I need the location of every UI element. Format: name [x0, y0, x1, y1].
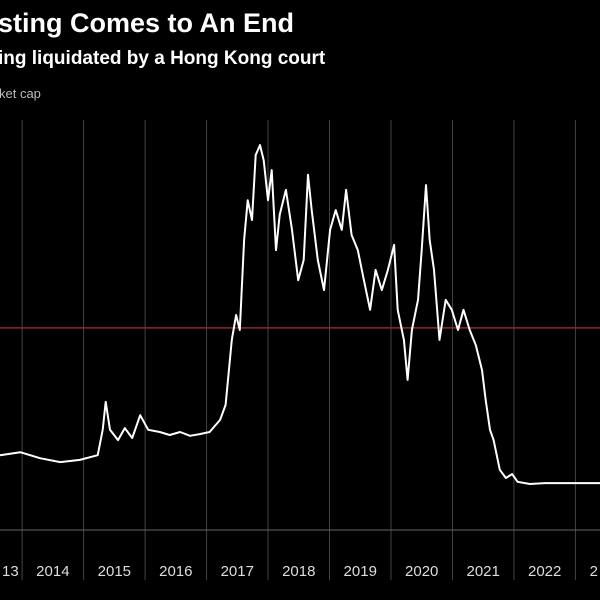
x-tick-label: 2: [590, 563, 598, 580]
y-axis-label: ket cap: [0, 86, 41, 101]
x-tick-label: 13: [2, 563, 19, 580]
chart-title: sting Comes to An End: [0, 8, 294, 38]
x-tick-label: 2015: [98, 563, 131, 580]
x-tick-label: 2019: [344, 563, 377, 580]
x-tick-label: 2016: [159, 563, 192, 580]
x-tick-label: 2018: [282, 563, 315, 580]
chart-subtitle: ing liquidated by a Hong Kong court: [0, 48, 326, 69]
x-tick-label: 2017: [221, 563, 254, 580]
x-tick-label: 2022: [528, 563, 561, 580]
x-tick-label: 2014: [36, 563, 69, 580]
x-tick-label: 2021: [467, 563, 500, 580]
x-tick-label: 2020: [405, 563, 438, 580]
data-line: [0, 144, 600, 485]
